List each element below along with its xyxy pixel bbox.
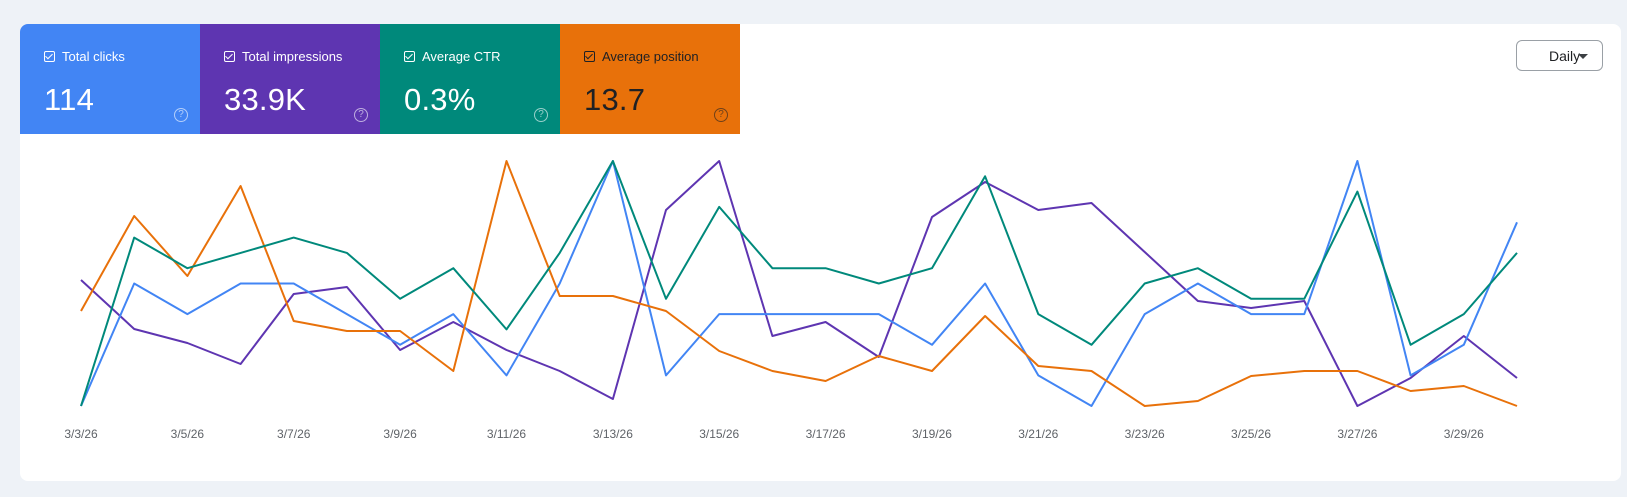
checkbox-checked-icon[interactable] [44,50,55,62]
x-tick-label: 3/27/26 [1337,427,1377,441]
help-icon[interactable]: ? [354,108,368,122]
x-tick-label: 3/17/26 [806,427,846,441]
x-tick-label: 3/21/26 [1018,427,1058,441]
metric-value: 33.9K [224,82,307,117]
help-icon[interactable]: ? [174,108,188,122]
metric-value: 114 [44,82,95,117]
granularity-label: Daily [1549,47,1581,64]
metric-tabs: Total clicks 114 ? Total impressions 33.… [20,24,740,134]
x-tick-label: 3/19/26 [912,427,952,441]
performance-card: Total clicks 114 ? Total impressions 33.… [20,24,1621,481]
series-line-0 [80,160,1518,407]
x-tick-label: 3/9/26 [383,427,417,441]
checkbox-checked-icon[interactable] [404,50,415,62]
caret-down-icon [1578,54,1588,59]
metric-tab-total-clicks[interactable]: Total clicks 114 ? [20,24,200,134]
x-tick-label: 3/23/26 [1125,427,1165,441]
metric-tab-total-impressions[interactable]: Total impressions 33.9K ? [200,24,380,134]
metric-tab-average-position[interactable]: Average position 13.7 ? [560,24,740,134]
x-tick-label: 3/13/26 [593,427,633,441]
metric-value: 13.7 [584,82,646,117]
series-line-2 [80,160,1518,407]
help-icon[interactable]: ? [534,108,548,122]
checkbox-checked-icon[interactable] [584,50,595,62]
x-tick-label: 3/25/26 [1231,427,1271,441]
metric-tab-average-ctr[interactable]: Average CTR 0.3% ? [380,24,560,134]
metric-label: Average CTR [422,48,501,64]
x-tick-label: 3/3/26 [64,427,98,441]
granularity-dropdown[interactable]: Daily [1516,40,1603,71]
x-tick-label: 3/5/26 [171,427,205,441]
x-tick-label: 3/29/26 [1444,427,1484,441]
x-tick-label: 3/11/26 [487,427,526,441]
checkbox-checked-icon[interactable] [224,50,235,62]
series-line-1 [80,160,1518,407]
metric-label: Total clicks [62,48,125,64]
metric-label: Average position [602,48,699,64]
metric-value: 0.3% [404,82,476,117]
metric-label: Total impressions [242,48,343,64]
help-icon[interactable]: ? [714,108,728,122]
performance-line-chart: 3/3/26 3/5/26 3/7/26 3/9/26 3/11/26 3/13/26 3/… [64,160,1518,441]
x-tick-label: 3/7/26 [277,427,311,441]
series-line-3 [80,160,1518,407]
x-tick-label: 3/15/26 [699,427,739,441]
